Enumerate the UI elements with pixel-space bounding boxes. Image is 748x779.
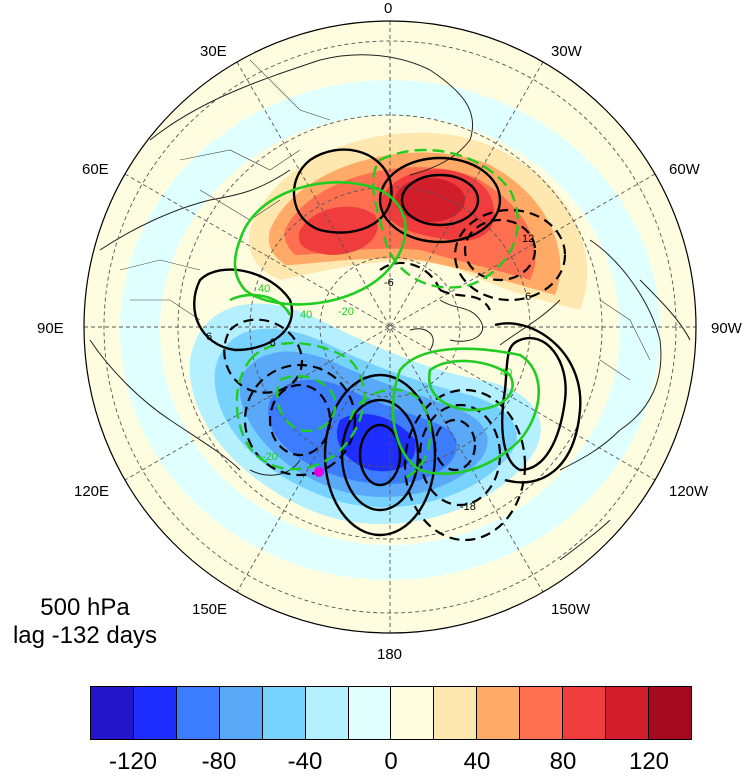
longitude-label-150e: 150E bbox=[192, 601, 228, 618]
longitude-label-90w: 90W bbox=[711, 320, 742, 337]
longitude-label-90e: 90E bbox=[37, 320, 64, 337]
colorbar-swatch bbox=[606, 687, 649, 739]
contour-label: 40 bbox=[500, 367, 512, 379]
colorbar-swatch bbox=[176, 687, 220, 739]
colorbar-swatch bbox=[91, 687, 134, 739]
longitude-label-120e: 120E bbox=[74, 483, 110, 500]
caption-lag: lag -132 days bbox=[12, 622, 158, 649]
colorbar-swatch bbox=[520, 687, 564, 739]
contour-label: -18 bbox=[460, 501, 476, 513]
colorbar-swatch bbox=[434, 687, 478, 739]
colorbar-tick-label: 40 bbox=[463, 748, 491, 775]
political-borders bbox=[119, 59, 651, 381]
longitude-label-30w: 30W bbox=[551, 43, 582, 60]
colorbar-swatch bbox=[648, 687, 691, 739]
colorbar-swatch bbox=[391, 687, 435, 739]
polar-stereographic-map: 6 6 12 40 40 40 -6 -6 -18 -20 -20 bbox=[83, 20, 697, 634]
colorbar-tick-label: -80 bbox=[201, 748, 237, 775]
green-contours-dashed bbox=[235, 148, 520, 482]
colorbar-tick-label: -120 bbox=[108, 748, 158, 775]
longitude-label-150w: 150W bbox=[551, 601, 591, 618]
longitude-label-0: 0 bbox=[384, 0, 393, 17]
colorbar-tick-label: -40 bbox=[287, 748, 323, 775]
shading-positive-100b bbox=[298, 206, 378, 255]
longitude-label-180: 180 bbox=[377, 646, 403, 663]
contour-label: 6 bbox=[206, 331, 212, 343]
contour-label: -20 bbox=[338, 306, 354, 318]
caption-level: 500 hPa bbox=[40, 594, 130, 621]
contour-label: 6 bbox=[525, 291, 531, 303]
contour-label: -6 bbox=[266, 337, 276, 349]
colorbar-swatch bbox=[219, 687, 263, 739]
contour-label: 12 bbox=[522, 233, 534, 245]
colorbar bbox=[90, 686, 692, 740]
contour-label: 40 bbox=[300, 309, 312, 321]
map-boundary bbox=[83, 20, 697, 634]
contour-label: 40 bbox=[258, 283, 270, 295]
longitude-label-30e: 30E bbox=[200, 43, 227, 60]
colorbar-swatch bbox=[133, 687, 177, 739]
location-marker bbox=[314, 467, 324, 477]
colorbar-swatch bbox=[563, 687, 607, 739]
colorbar-swatch bbox=[262, 687, 306, 739]
contour-label: -6 bbox=[384, 277, 394, 289]
colorbar-tick-label: 120 bbox=[628, 748, 670, 775]
contour-labels: 6 6 12 40 40 40 -6 -6 -18 -20 -20 bbox=[206, 233, 534, 513]
black-contours-solid bbox=[193, 148, 582, 537]
longitude-label-60e: 60E bbox=[82, 161, 109, 178]
colorbar-tick-label: 0 bbox=[384, 748, 398, 775]
colorbar-swatch bbox=[477, 687, 521, 739]
colorbar-tick-label: 80 bbox=[549, 748, 577, 775]
green-contours-solid bbox=[229, 181, 540, 476]
colorbar-swatch bbox=[305, 687, 349, 739]
longitude-label-120w: 120W bbox=[669, 483, 709, 500]
longitude-label-60w: 60W bbox=[669, 161, 700, 178]
coastlines bbox=[89, 54, 691, 561]
contour-label: -20 bbox=[262, 451, 278, 463]
colorbar-swatch bbox=[348, 687, 392, 739]
